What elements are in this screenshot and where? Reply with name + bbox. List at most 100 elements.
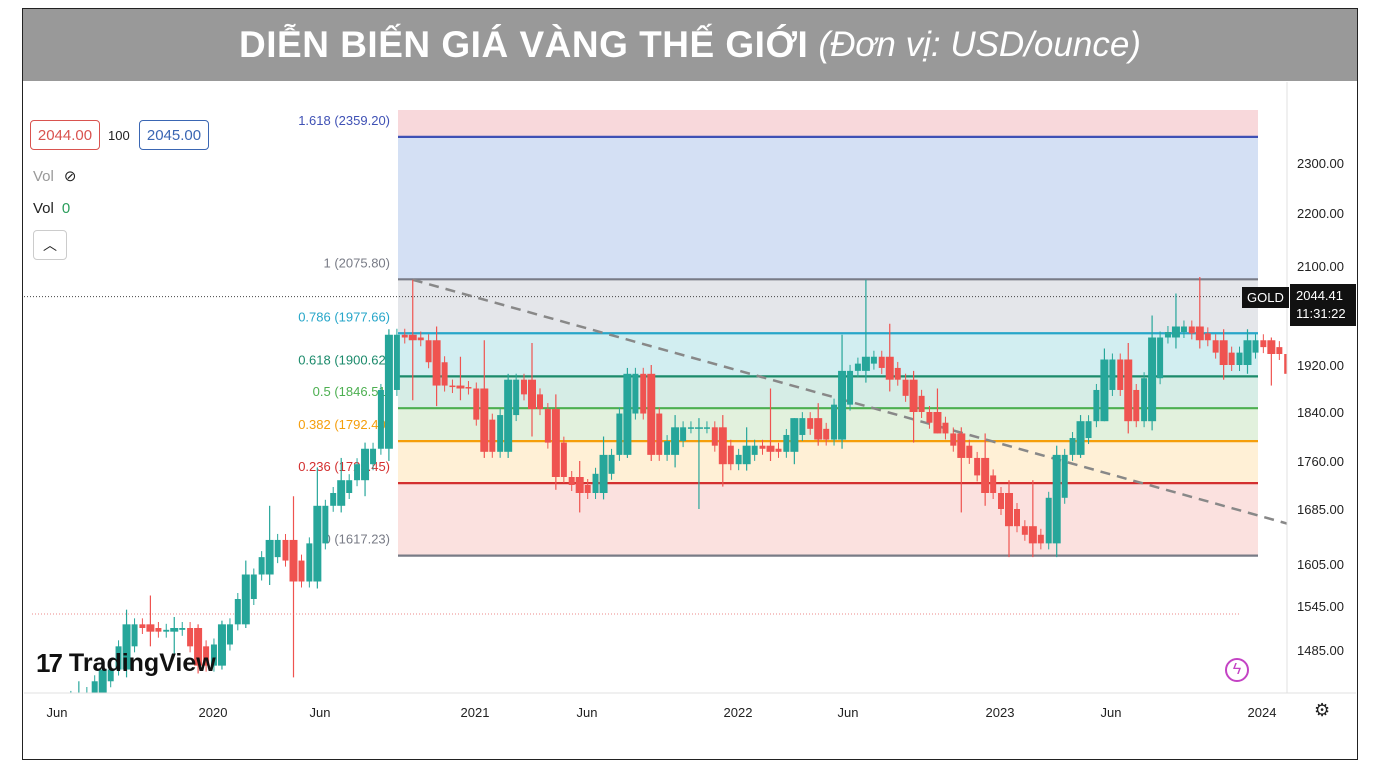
candle-body: [115, 646, 122, 670]
fib-label: 0.786 (1977.66): [298, 309, 390, 324]
candle-body: [361, 448, 370, 481]
candle-body: [1037, 534, 1044, 544]
candle-body: [1356, 299, 1362, 301]
candle-body: [783, 434, 790, 452]
candle-body: [735, 454, 742, 465]
candle-body: [289, 539, 298, 582]
candle-body: [1133, 389, 1140, 422]
candle-body: [456, 385, 465, 389]
candle-body: [98, 669, 107, 693]
candle-body: [432, 340, 441, 386]
eye-off-icon[interactable]: ⊘: [63, 168, 77, 185]
last-price: 2044.41: [1296, 288, 1343, 303]
candle-body: [1052, 454, 1061, 544]
candle-body: [933, 412, 942, 434]
y-tick-label: 1760.00: [1297, 454, 1344, 469]
x-tick-label: Jun: [47, 705, 68, 720]
bar-countdown: 11:31:22: [1296, 306, 1346, 321]
candle-body: [122, 624, 131, 670]
fib-label: 0.618 (1900.62): [298, 352, 390, 367]
volume-hidden-row[interactable]: Vol ⊘: [33, 167, 76, 185]
fib-label: 1 (2075.80): [324, 255, 391, 270]
candle-body: [1117, 359, 1124, 390]
candle-body: [489, 419, 496, 452]
candle-body: [1300, 374, 1306, 395]
fib-label: 1.618 (2359.20): [298, 113, 390, 128]
x-tick-label: 2023: [986, 705, 1015, 720]
candle-body: [751, 445, 758, 455]
fib-label: 0.382 (1792.40): [298, 417, 390, 432]
x-tick-label: Jun: [310, 705, 331, 720]
candle-body: [1148, 337, 1157, 422]
y-tick-label: 1685.00: [1297, 502, 1344, 517]
candle-body: [203, 646, 210, 666]
candle-body: [330, 493, 337, 506]
candle-body: [861, 356, 870, 371]
candle-body: [226, 624, 233, 645]
candle-body: [814, 418, 823, 440]
candle-body: [274, 539, 281, 558]
candle-body: [384, 334, 393, 449]
candle-body: [425, 340, 432, 363]
candle-body: [575, 477, 584, 493]
candle-body: [1171, 326, 1180, 338]
y-tick-label: 1840.00: [1297, 405, 1344, 420]
candle-body: [1061, 454, 1068, 498]
candle-body: [608, 454, 615, 474]
candle-body: [504, 379, 513, 452]
candle-body: [1243, 340, 1252, 365]
lightning-icon[interactable]: ϟ: [1225, 658, 1249, 682]
candle-body: [480, 388, 489, 452]
candle-body: [1204, 333, 1211, 341]
candle-body: [1324, 329, 1330, 361]
candle-body: [854, 363, 861, 371]
candle-body: [408, 334, 417, 341]
candle-body: [1069, 438, 1076, 455]
candle-body: [1124, 359, 1133, 422]
page-subtitle: (Đơn vị: USD/ounce): [818, 25, 1141, 64]
candle-body: [107, 669, 114, 682]
candle-body: [727, 445, 734, 465]
candle-body: [687, 427, 694, 429]
trend-line: [412, 278, 1287, 525]
candle-body: [155, 628, 162, 632]
x-tick-label: 2021: [461, 705, 490, 720]
y-tick-label: 1545.00: [1297, 599, 1344, 614]
candle-body: [544, 409, 551, 443]
x-tick-label: 2022: [724, 705, 753, 720]
tradingview-logo[interactable]: 17 TradingView: [36, 648, 216, 679]
y-tick-label: 2300.00: [1297, 156, 1344, 171]
candle-body: [759, 445, 766, 449]
candle-body: [75, 693, 83, 701]
candle-body: [680, 427, 687, 442]
candle-body: [823, 428, 830, 440]
y-tick-label: 2100.00: [1297, 259, 1344, 274]
volume-hidden-label: Vol: [33, 168, 54, 185]
chevron-up-icon[interactable]: ︿: [33, 230, 67, 260]
candle-body: [831, 404, 838, 440]
candle-body: [68, 697, 74, 701]
candle-body: [234, 599, 241, 625]
candle-body: [640, 373, 647, 414]
candle-body: [1236, 352, 1243, 365]
candle-body: [521, 379, 527, 395]
candle-body: [694, 427, 703, 429]
candle-body: [766, 445, 775, 452]
tradingview-logo-mark: 17: [36, 648, 63, 678]
candle-body: [807, 418, 814, 429]
candle-body: [799, 418, 806, 435]
candle-body: [337, 480, 346, 506]
x-tick-label: 2024: [1248, 705, 1277, 720]
candle-body: [1284, 354, 1287, 374]
candle-body: [217, 624, 226, 666]
candle-body: [84, 693, 90, 697]
candle-body: [282, 539, 289, 561]
fib-band: [398, 483, 1258, 556]
gear-icon[interactable]: ⚙: [1314, 700, 1331, 720]
candle-body: [942, 422, 949, 434]
buy-price-button[interactable]: 2045.00: [139, 120, 209, 150]
candle-body: [1109, 359, 1116, 390]
candle-body: [568, 477, 575, 485]
sell-price-button[interactable]: 2044.00: [30, 120, 100, 150]
